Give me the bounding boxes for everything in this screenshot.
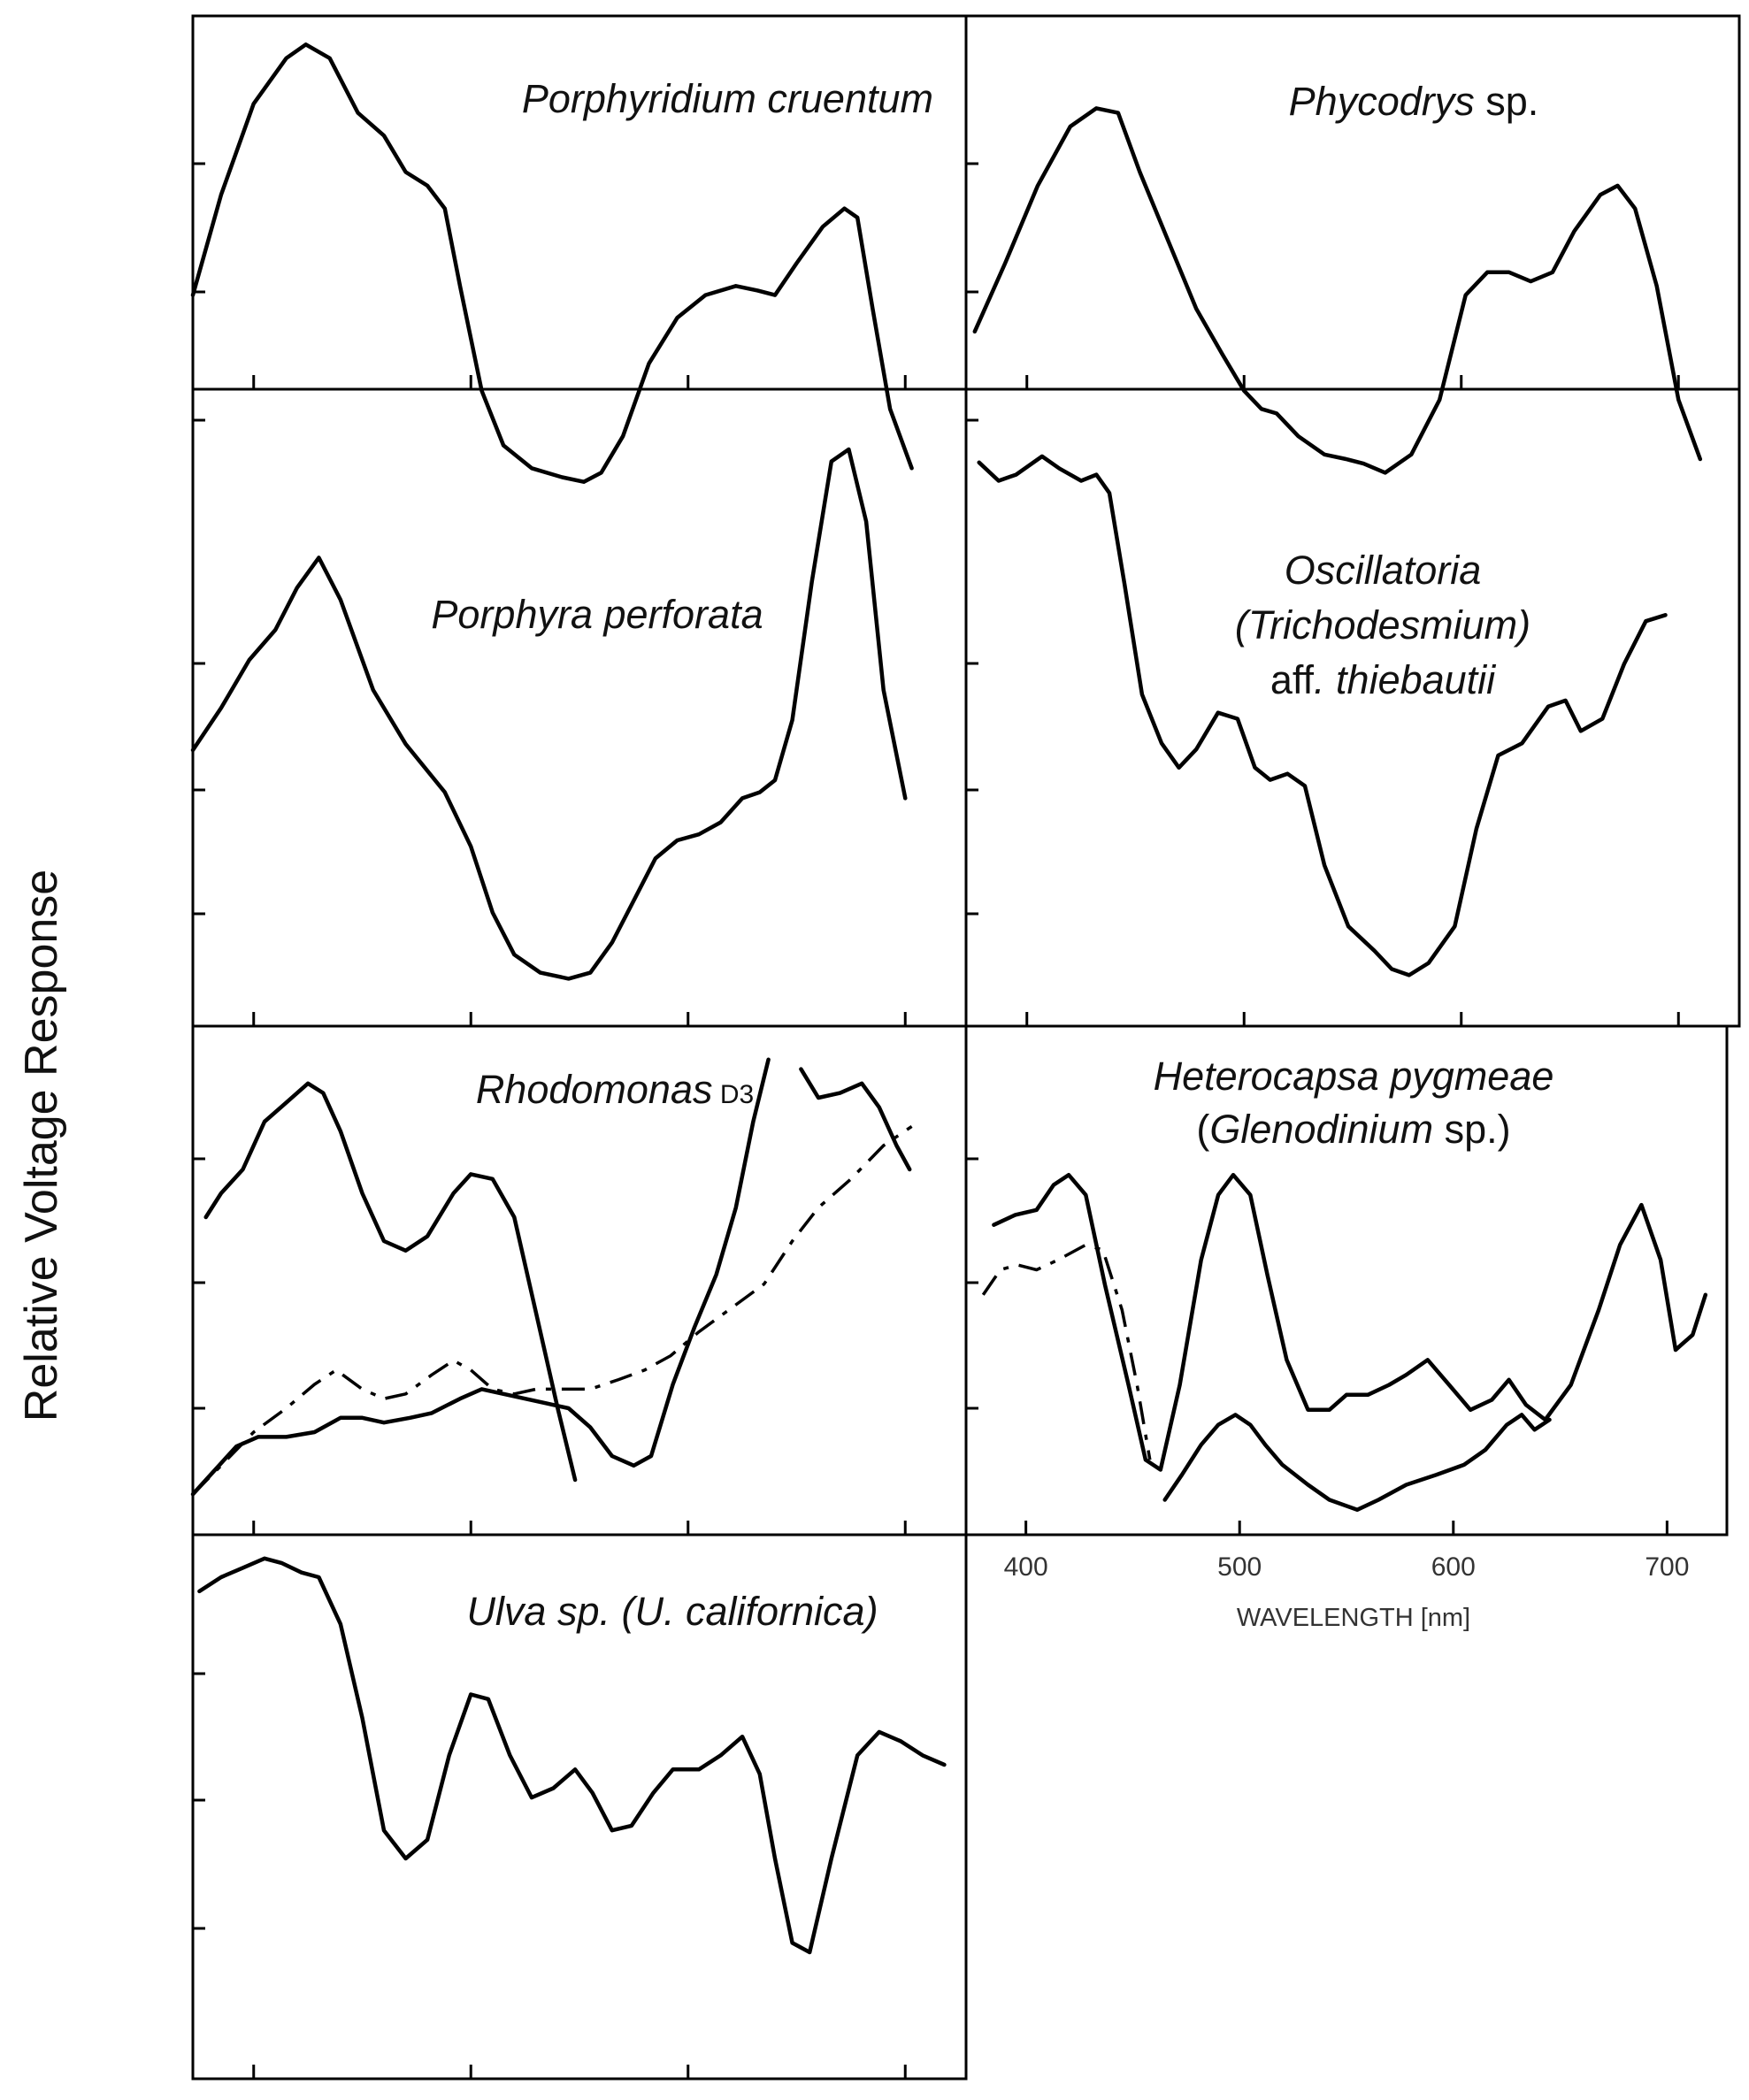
title-run: sp.) [1433, 1107, 1511, 1152]
y-axis-title: Relative Voltage Response [16, 870, 67, 1422]
panel-title: (Trichodesmium) [1235, 602, 1530, 648]
x-tick-label: 500 [449, 2096, 493, 2100]
title-run: Phycodrys [1289, 79, 1475, 124]
series-line-1 [992, 1172, 1708, 1472]
panel-title: Porphyridium cruentum [522, 76, 933, 121]
series-line-3 [981, 1243, 1152, 1460]
panel-title: Ulva sp. (U. californica) [466, 1589, 878, 1634]
panel-1: Porphyridium cruentum [190, 14, 968, 484]
panel-2: Phycodrys sp. [964, 14, 1741, 475]
panel-frame [191, 14, 968, 391]
x-tick-label: 600 [1431, 1552, 1476, 1582]
panel-frame [191, 1533, 968, 2081]
title-run: sp. [1475, 79, 1539, 124]
panel-4: Oscillatoria (Trichodesmium) aff. thiebaut… [964, 387, 1741, 1028]
series-line-1 [190, 42, 914, 484]
series-line-1 [972, 106, 1703, 475]
title-run: ( [1196, 1107, 1209, 1152]
panel-title: Oscillatoria [1285, 548, 1482, 593]
panel-6: 400 500 600 700 Heterocapsa pygmeae (Glenodin… [964, 1024, 1729, 1582]
panel-frame [191, 387, 968, 1028]
series-line-2 [1162, 1413, 1552, 1513]
x-tick-label: 700 [883, 2096, 927, 2100]
panel-5: Rhodomonas D3 [190, 1024, 968, 1537]
series-line-2 [190, 1057, 771, 1497]
title-run: Heterocapsa pygmeae [1154, 1054, 1554, 1099]
series-line-1 [203, 1081, 578, 1483]
series-line-1 [977, 454, 1668, 977]
x-tick-label: 400 [1004, 1552, 1048, 1582]
title-run: Porphyridium cruentum [522, 76, 933, 121]
panel-title: aff. thiebautii [1270, 657, 1497, 702]
series-line-3 [799, 1067, 912, 1172]
title-run: Porphyra perforata [431, 592, 763, 637]
panels: Porphyridium cruentum Phycodrys sp. Porphy… [190, 14, 1741, 2100]
title-run: D3 [712, 1080, 754, 1109]
panel-3: Porphyra perforata [190, 387, 968, 1028]
title-run: Glenodinium [1209, 1107, 1433, 1152]
title-run: aff [1270, 657, 1315, 702]
x-tick-label: 400 [232, 2096, 276, 2100]
panel-title: Phycodrys sp. [1289, 79, 1539, 124]
title-run: (Trichodesmium) [1235, 602, 1530, 648]
panel-title: Rhodomonas D3 [476, 1067, 754, 1112]
series-line-1 [197, 1556, 947, 1955]
series-line-1 [190, 447, 908, 981]
x-axis-title: WAVELENGTH [nm] [1237, 1604, 1470, 1632]
panel-title: (Glenodinium sp.) [1196, 1107, 1510, 1152]
series-line-4 [191, 1124, 913, 1496]
panel-frame [964, 14, 1741, 391]
x-tick-label: 700 [1645, 1552, 1689, 1582]
panel-7: 400 500 600 700 Ulva sp. (U. californica) [191, 1533, 968, 2100]
title-run: Oscillatoria [1285, 548, 1482, 593]
x-tick-label: 500 [1217, 1552, 1262, 1582]
title-run: . thiebautii [1314, 657, 1497, 702]
x-tick-label: 600 [666, 2096, 710, 2100]
title-run: Ulva sp. (U. californica) [466, 1589, 878, 1634]
panel-title: Porphyra perforata [431, 592, 763, 637]
panel-frame [964, 1024, 1729, 1537]
panel-title: Heterocapsa pygmeae [1154, 1054, 1554, 1099]
title-run: Rhodomonas [476, 1067, 713, 1112]
